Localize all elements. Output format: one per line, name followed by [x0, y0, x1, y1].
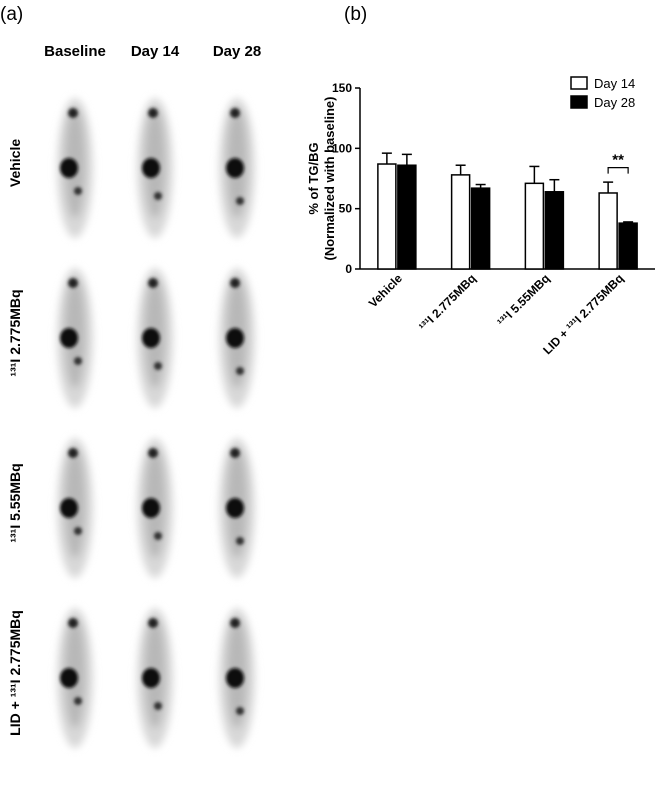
thyroid-spot — [230, 618, 240, 628]
column-header: Day 28 — [213, 43, 261, 60]
thyroid-spot — [230, 448, 240, 458]
y-axis-label: (Normalized with baseline) — [322, 97, 337, 261]
thyroid-spot — [148, 448, 158, 458]
bar — [377, 163, 397, 270]
bar — [598, 192, 618, 270]
panel-label: (b) — [344, 4, 367, 25]
x-tick-label: ¹³¹I 5.55MBq — [495, 271, 553, 329]
bladder-spot — [236, 707, 244, 715]
stomach-spot — [142, 328, 160, 348]
thyroid-spot — [148, 618, 158, 628]
y-tick-label: 0 — [345, 262, 352, 276]
x-tick-label: ¹³¹I 2.775MBq — [416, 271, 479, 334]
stomach-spot — [60, 158, 78, 178]
bar — [524, 182, 545, 270]
thyroid-spot — [148, 278, 158, 288]
bar — [397, 164, 417, 270]
bar — [470, 187, 491, 270]
bladder-spot — [236, 197, 244, 205]
bladder-spot — [74, 357, 82, 365]
row-label: ¹³¹I 5.55MBq — [7, 463, 23, 542]
stomach-spot — [226, 328, 244, 348]
stomach-spot — [142, 498, 160, 518]
thyroid-spot — [148, 108, 158, 118]
bar — [544, 191, 565, 270]
x-tick-label: LID + ¹³¹I 2.775MBq — [540, 271, 626, 357]
stomach-spot — [226, 668, 244, 688]
thyroid-spot — [68, 278, 78, 288]
bladder-spot — [154, 532, 162, 540]
stomach-spot — [60, 328, 78, 348]
legend-label: Day 14 — [594, 76, 635, 91]
bladder-spot — [236, 537, 244, 545]
y-tick-label: 150 — [332, 81, 352, 95]
thyroid-spot — [68, 108, 78, 118]
legend-label: Day 28 — [594, 95, 635, 110]
row-label: LID + ¹³¹I 2.775MBq — [7, 610, 23, 736]
y-axis-label: % of TG/BG — [306, 142, 321, 214]
bladder-spot — [74, 187, 82, 195]
bladder-spot — [154, 362, 162, 370]
x-tick-label: Vehicle — [366, 271, 405, 310]
thyroid-spot — [230, 278, 240, 288]
bladder-spot — [154, 702, 162, 710]
stomach-spot — [142, 668, 160, 688]
panel-label: (a) — [0, 4, 23, 25]
bar — [450, 174, 471, 270]
y-tick-label: 100 — [332, 141, 352, 155]
scan-images — [57, 98, 255, 748]
annotation: ** — [612, 152, 624, 169]
legend-swatch — [570, 76, 588, 90]
row-label: Vehicle — [7, 139, 23, 187]
bar — [618, 222, 638, 270]
stomach-spot — [226, 158, 244, 178]
stomach-spot — [226, 498, 244, 518]
bladder-spot — [154, 192, 162, 200]
thyroid-spot — [68, 618, 78, 628]
stomach-spot — [60, 668, 78, 688]
thyroid-spot — [230, 108, 240, 118]
thyroid-spot — [68, 448, 78, 458]
bladder-spot — [236, 367, 244, 375]
significance-bracket — [607, 167, 629, 174]
legend-swatch — [570, 95, 588, 109]
bladder-spot — [74, 527, 82, 535]
row-label: ¹³¹I 2.775MBq — [7, 289, 23, 376]
y-tick-label: 50 — [339, 202, 353, 216]
column-header: Baseline — [44, 43, 106, 60]
stomach-spot — [142, 158, 160, 178]
column-header: Day 14 — [131, 43, 180, 60]
stomach-spot — [60, 498, 78, 518]
bladder-spot — [74, 697, 82, 705]
